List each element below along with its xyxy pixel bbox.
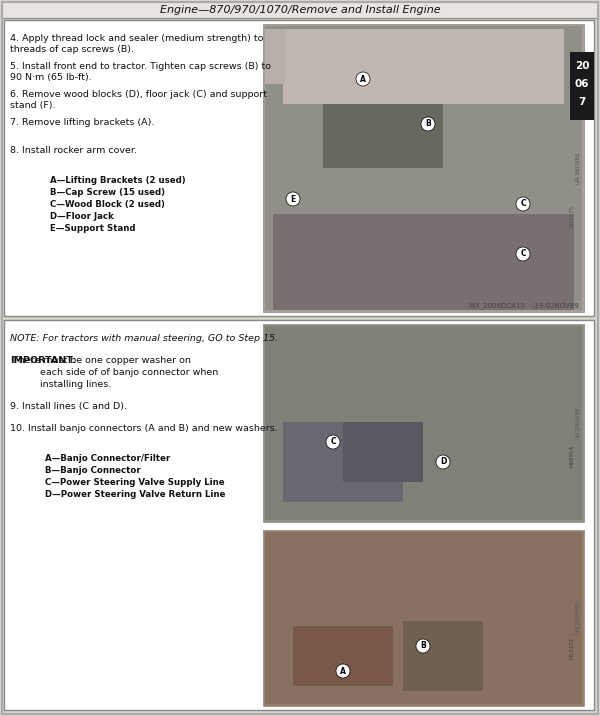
Circle shape [436, 455, 450, 469]
Text: 4. Apply thread lock and sealer (medium strength) to: 4. Apply thread lock and sealer (medium … [10, 34, 263, 43]
Bar [283, 422, 403, 502]
Text: each side of of banjo connector when: each side of of banjo connector when [10, 368, 218, 377]
Text: C: C [520, 200, 526, 208]
Text: E—Support Stand: E—Support Stand [50, 224, 136, 233]
Text: NOTE: For tractors with manual steering, GO to Step 15.: NOTE: For tractors with manual steering,… [10, 334, 278, 343]
Text: E: E [290, 195, 296, 203]
Bar [273, 214, 574, 310]
Bar [2, 2, 598, 18]
Circle shape [421, 117, 435, 131]
Text: 6. Remove wood blocks (D), floor jack (C) and support: 6. Remove wood blocks (D), floor jack (C… [10, 90, 267, 99]
Text: C—Wood Block (2 used): C—Wood Block (2 used) [50, 200, 165, 209]
Text: A—Lifting Brackets (2 used): A—Lifting Brackets (2 used) [50, 176, 185, 185]
Text: 7. Remove lifting brackets (A).: 7. Remove lifting brackets (A). [10, 118, 154, 127]
Bar [4, 320, 594, 710]
Text: D: D [440, 458, 446, 467]
Text: A: A [360, 74, 366, 84]
Circle shape [516, 247, 530, 261]
Text: D—Power Steering Valve Return Line: D—Power Steering Valve Return Line [45, 490, 226, 499]
Text: B: B [425, 120, 431, 128]
Text: B—Cap Screw (15 used): B—Cap Screw (15 used) [50, 188, 165, 197]
Circle shape [516, 197, 530, 211]
Bar [4, 20, 594, 316]
Circle shape [286, 192, 300, 206]
Text: B: B [420, 642, 426, 651]
Bar [263, 24, 584, 312]
Text: 8. Install rocker arm cover.: 8. Install rocker arm cover. [10, 146, 137, 155]
Text: 9. Install lines (C and D).: 9. Install lines (C and D). [10, 402, 127, 411]
Text: threads of cap screws (B).: threads of cap screws (B). [10, 45, 134, 54]
Text: M88914: M88914 [569, 445, 575, 467]
Bar [293, 626, 393, 686]
Text: B—Banjo Connector: B—Banjo Connector [45, 466, 141, 475]
Text: M15372: M15372 [569, 637, 575, 659]
Text: 5. Install front end to tractor. Tighten cap screws (B) to: 5. Install front end to tractor. Tighten… [10, 62, 271, 71]
Circle shape [416, 639, 430, 653]
Text: IMPORTANT:: IMPORTANT: [10, 356, 76, 365]
Text: C: C [330, 437, 336, 447]
Text: stand (F).: stand (F). [10, 101, 56, 110]
Text: C: C [520, 249, 526, 258]
Bar [343, 422, 423, 482]
Text: 20: 20 [575, 61, 589, 71]
Text: UN-3NOV88: UN-3NOV88 [575, 407, 581, 440]
Bar [265, 326, 582, 520]
Text: M33675: M33675 [569, 205, 575, 227]
Text: 10. Install banjo connectors (A and B) and new washers.: 10. Install banjo connectors (A and B) a… [10, 424, 278, 433]
Text: A—Banjo Connector/Filter: A—Banjo Connector/Filter [45, 454, 170, 463]
Text: C—Power Steering Valve Supply Line: C—Power Steering Valve Supply Line [45, 478, 224, 487]
Text: A: A [340, 667, 346, 675]
Circle shape [336, 664, 350, 678]
Text: 90 N·m (65 lb-ft).: 90 N·m (65 lb-ft). [10, 73, 92, 82]
Bar [283, 29, 564, 104]
Text: 7: 7 [578, 97, 586, 107]
Bar [570, 52, 594, 120]
Text: UN-3NOV88: UN-3NOV88 [575, 601, 581, 634]
Bar [263, 530, 584, 706]
Bar [265, 532, 582, 704]
Circle shape [356, 72, 370, 86]
Text: UN-3NOV88: UN-3NOV88 [575, 152, 581, 184]
Bar [323, 88, 443, 168]
Text: D—Floor Jack: D—Floor Jack [50, 212, 114, 221]
Bar [265, 26, 582, 310]
Text: MX_2006DCA10   -19-02NOV89: MX_2006DCA10 -19-02NOV89 [469, 302, 579, 309]
Bar [265, 29, 285, 84]
Text: installing lines.: installing lines. [10, 380, 111, 389]
Bar [263, 324, 584, 522]
Circle shape [326, 435, 340, 449]
Text: Engine—870/970/1070/Remove and Install Engine: Engine—870/970/1070/Remove and Install E… [160, 5, 440, 15]
Text: There must be one copper washer on: There must be one copper washer on [10, 356, 191, 365]
Bar [403, 621, 483, 691]
Text: 06: 06 [575, 79, 589, 89]
